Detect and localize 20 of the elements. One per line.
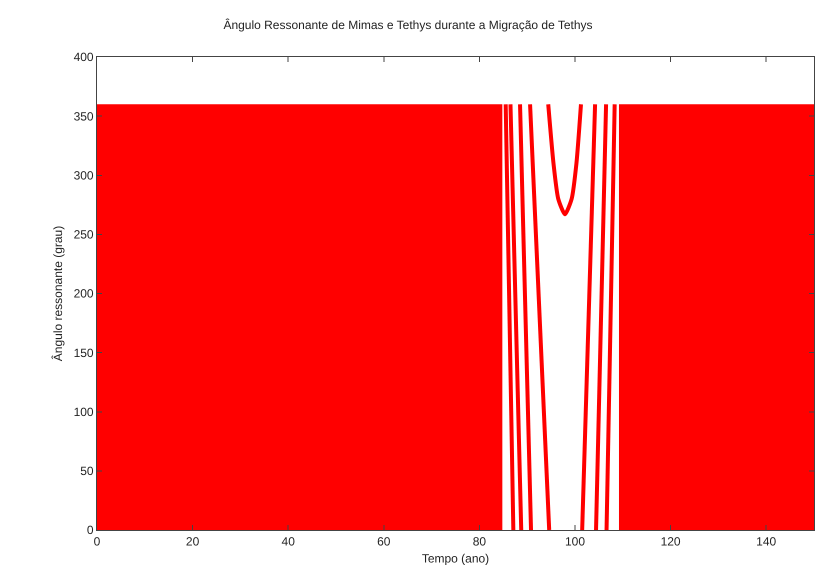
x-tick-label: 80 bbox=[472, 534, 486, 548]
chart-title: Ângulo Ressonante de Mimas e Tethys durante a Migração de Tethys bbox=[223, 18, 593, 32]
y-tick-label: 350 bbox=[74, 109, 94, 124]
x-tick-label: 140 bbox=[756, 534, 777, 548]
y-tick-label: 400 bbox=[74, 50, 94, 64]
y-tick-label: 250 bbox=[74, 228, 94, 242]
x-tick-label: 40 bbox=[282, 534, 296, 548]
y-tick-label: 150 bbox=[74, 346, 94, 360]
line-series bbox=[546, 102, 583, 216]
x-tick-label: 60 bbox=[377, 534, 391, 548]
x-axis-title: Tempo (ano) bbox=[422, 551, 490, 566]
x-tick-label: 120 bbox=[660, 534, 681, 548]
y-tick-label: 0 bbox=[86, 523, 94, 538]
y-tick-label: 200 bbox=[74, 286, 94, 301]
x-tick-label: 20 bbox=[186, 534, 200, 548]
y-tick-label: 50 bbox=[80, 464, 94, 478]
y-axis-title: Ângulo ressonante (grau) bbox=[50, 226, 65, 362]
x-tick-label: 100 bbox=[564, 534, 586, 548]
y-tick-label: 300 bbox=[74, 168, 94, 182]
y-tick-label: 100 bbox=[74, 404, 94, 419]
